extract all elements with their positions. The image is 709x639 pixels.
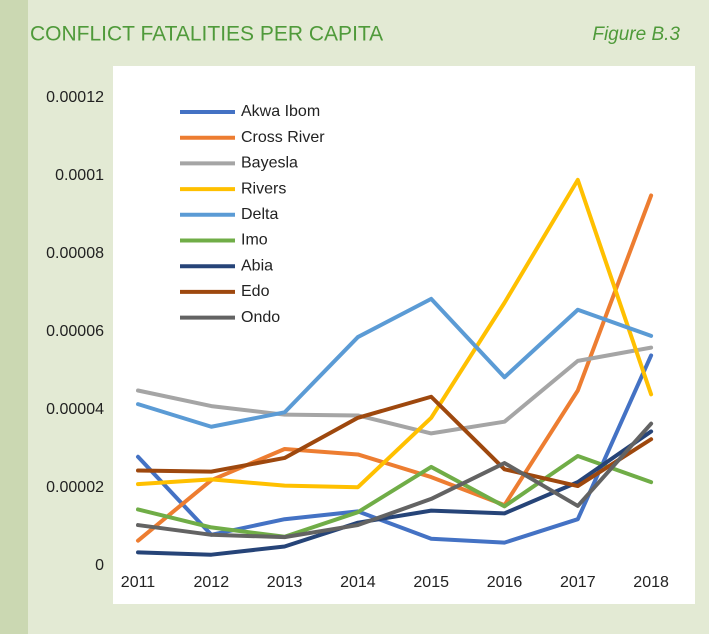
series-line [136,345,654,436]
y-tick-label: 0.00008 [46,245,104,262]
x-tick-label: 2016 [487,574,523,591]
x-tick-label: 2011 [121,574,156,591]
x-tick-label: 2017 [560,574,596,591]
legend-label: Edo [241,283,270,300]
series-line [136,177,654,490]
y-tick-label: 0.00002 [46,479,104,496]
legend-label: Ondo [241,309,280,326]
x-tick-label: 2013 [267,574,303,591]
series-line [136,394,654,489]
series-line [136,193,654,543]
y-tick-label: 0.00006 [46,323,104,340]
series-line [136,454,654,539]
series-line [136,429,654,557]
x-tick-label: 2012 [194,574,230,591]
legend-label: Imo [241,232,268,249]
x-tick-label: 2015 [413,574,449,591]
y-tick-label: 0.00004 [46,401,104,418]
legend-label: Delta [241,206,278,223]
series-line [136,421,654,540]
legend-label: Akwa Ibom [241,103,320,120]
y-tick-label: 0.0001 [55,167,104,184]
legend-label: Rivers [241,180,286,197]
x-tick-label: 2014 [340,574,376,591]
legend-label: Bayesla [241,155,298,172]
legend-label: Abia [241,257,273,274]
x-tick-label: 2018 [633,574,669,591]
side-strip [0,0,28,634]
figure-label: Figure B.3 [592,24,680,45]
chart-title: CONFLICT FATALITIES PER CAPITA [30,23,383,46]
series-line [136,296,654,429]
y-tick-label: 0.00012 [46,89,104,106]
y-tick-label: 0 [95,557,104,574]
legend-label: Cross River [241,129,325,146]
series-line [136,353,654,545]
